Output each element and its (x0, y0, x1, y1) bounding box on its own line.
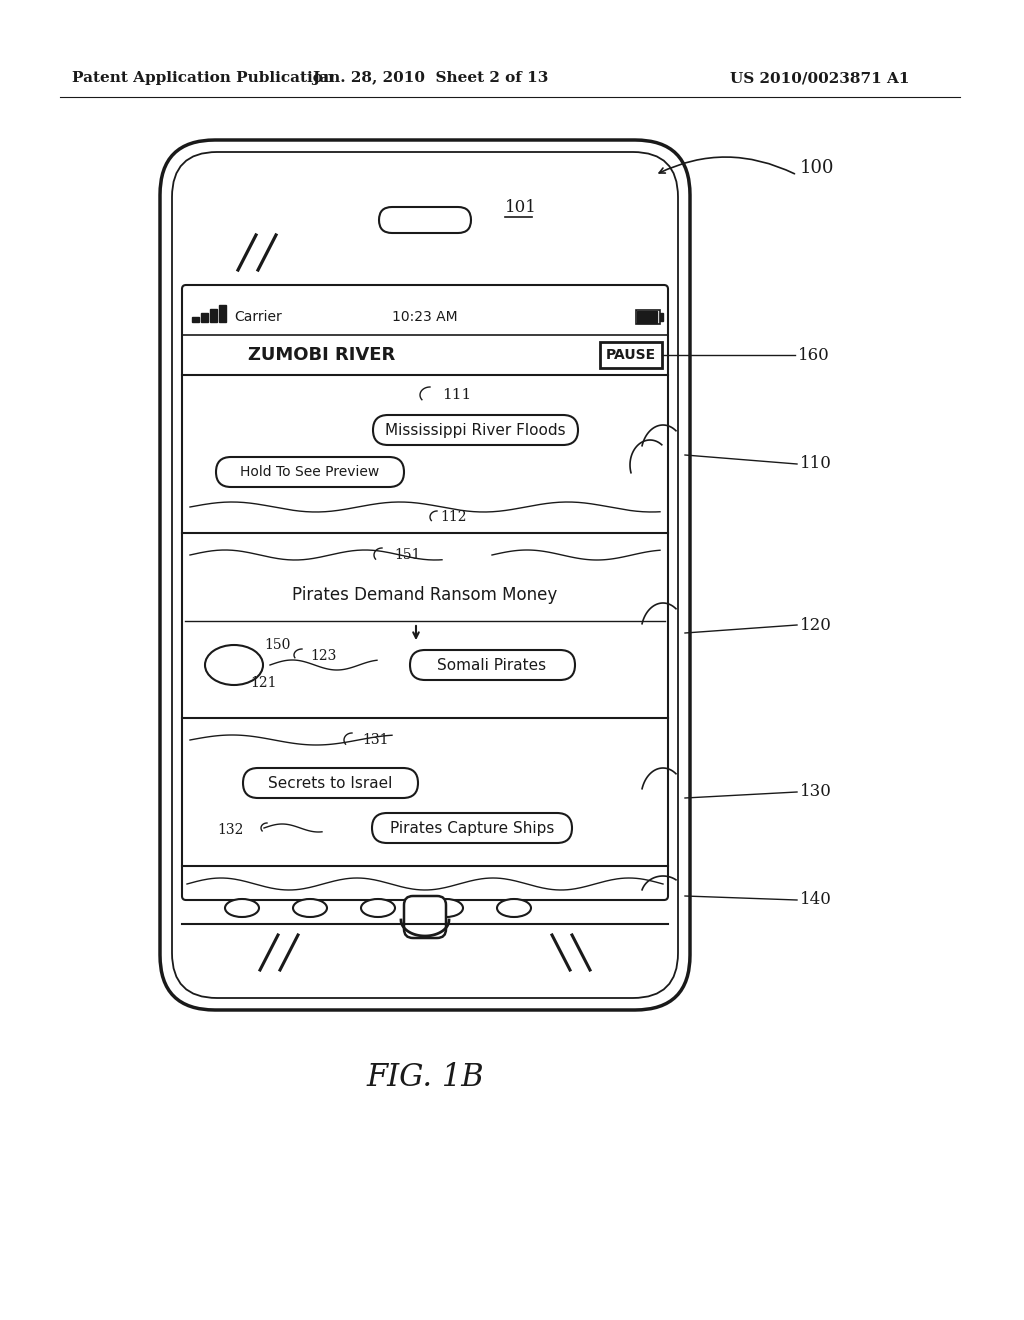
Text: 10:23 AM: 10:23 AM (392, 310, 458, 323)
Text: FIG. 1B: FIG. 1B (367, 1063, 483, 1093)
Text: 150: 150 (264, 638, 291, 652)
Text: Pirates Demand Ransom Money: Pirates Demand Ransom Money (293, 586, 558, 605)
Text: 121: 121 (250, 676, 276, 690)
Text: Jan. 28, 2010  Sheet 2 of 13: Jan. 28, 2010 Sheet 2 of 13 (312, 71, 548, 84)
Text: 151: 151 (394, 548, 421, 562)
Ellipse shape (497, 899, 531, 917)
Bar (193, 317, 199, 322)
Text: US 2010/0023871 A1: US 2010/0023871 A1 (730, 71, 909, 84)
Text: ZUMOBI RIVER: ZUMOBI RIVER (249, 346, 395, 364)
Text: Carrier: Carrier (234, 310, 282, 323)
Text: Secrets to Israel: Secrets to Israel (268, 776, 392, 791)
Ellipse shape (225, 899, 259, 917)
FancyBboxPatch shape (404, 896, 446, 939)
Ellipse shape (293, 899, 327, 917)
Text: Somali Pirates: Somali Pirates (437, 657, 547, 672)
FancyBboxPatch shape (373, 414, 578, 445)
Bar (219, 305, 226, 322)
Text: 130: 130 (800, 784, 831, 800)
Bar (636, 310, 660, 323)
Text: 110: 110 (800, 455, 831, 473)
Text: Hold To See Preview: Hold To See Preview (241, 465, 380, 479)
Text: 111: 111 (442, 388, 471, 403)
Bar (201, 313, 208, 322)
FancyBboxPatch shape (410, 649, 575, 680)
Bar (637, 312, 657, 323)
Text: 123: 123 (310, 649, 336, 663)
Text: Mississippi River Floods: Mississippi River Floods (385, 422, 565, 437)
Text: 112: 112 (440, 510, 467, 524)
Ellipse shape (361, 899, 395, 917)
FancyBboxPatch shape (216, 457, 404, 487)
Bar (210, 309, 217, 322)
FancyBboxPatch shape (160, 140, 690, 1010)
Text: 140: 140 (800, 891, 831, 908)
Ellipse shape (205, 645, 263, 685)
Text: 101: 101 (505, 199, 537, 216)
Bar (660, 313, 663, 321)
Text: 131: 131 (362, 733, 388, 747)
FancyBboxPatch shape (182, 285, 668, 900)
Text: 100: 100 (800, 158, 835, 177)
Text: 160: 160 (798, 346, 829, 363)
Bar (600, 342, 662, 368)
Text: Pirates Capture Ships: Pirates Capture Ships (390, 821, 554, 836)
Text: PAUSE: PAUSE (606, 348, 656, 362)
Text: 120: 120 (800, 616, 831, 634)
Ellipse shape (429, 899, 463, 917)
FancyBboxPatch shape (372, 813, 572, 843)
FancyBboxPatch shape (243, 768, 418, 799)
Text: 132: 132 (217, 822, 244, 837)
Text: Patent Application Publication: Patent Application Publication (72, 71, 334, 84)
FancyBboxPatch shape (379, 207, 471, 234)
